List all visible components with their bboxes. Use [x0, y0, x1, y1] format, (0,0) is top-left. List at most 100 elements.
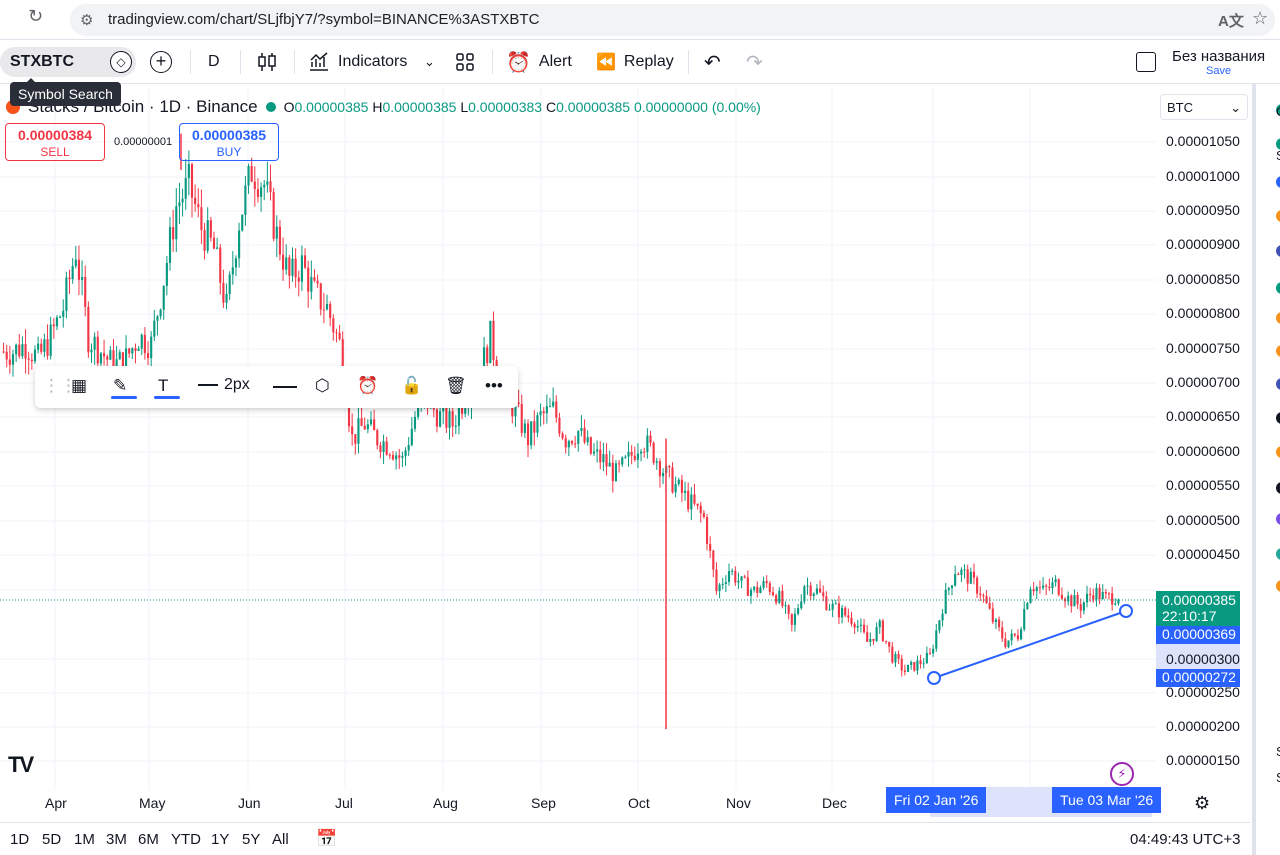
pencil-icon[interactable]: ✎ [113, 376, 128, 395]
candle [900, 658, 903, 671]
url-text[interactable]: tradingview.com/chart/SLjfbjY7/?symbol=B… [108, 11, 540, 28]
reload-icon[interactable]: ↻ [28, 6, 44, 26]
candle [530, 421, 533, 446]
tune-icon[interactable]: ⚙ [80, 12, 94, 29]
candle [454, 425, 457, 427]
drag-handle-icon[interactable]: ⋮⋮ [43, 376, 77, 395]
watchlist-label[interactable]: S [1276, 744, 1280, 759]
candle [756, 586, 759, 593]
candle [994, 619, 998, 622]
candle [363, 425, 366, 430]
replay-button[interactable]: ⏪ Replay [596, 48, 674, 76]
watchlist-symbol-icon[interactable] [1276, 412, 1280, 424]
candle [878, 620, 881, 628]
watchlist-symbol-icon[interactable] [1276, 138, 1280, 150]
alarm-clock-icon[interactable]: ⏰ [357, 376, 379, 395]
candle [888, 641, 891, 647]
candle [294, 258, 297, 278]
bottom-bar: 1D 5D 1M 3M 6M YTD 1Y 5Y All 📅 04:49:43 UTC+3 [0, 822, 1250, 855]
watchlist-symbol-icon[interactable] [1276, 312, 1280, 324]
star-icon[interactable]: ☆ [1252, 8, 1269, 28]
candle [982, 595, 985, 597]
range-button-3m[interactable]: 3M [106, 831, 127, 848]
lock-icon[interactable]: 🔓 [401, 376, 423, 395]
watchlist-symbol-icon[interactable] [1276, 345, 1280, 357]
candle [809, 585, 812, 596]
lightning-icon[interactable]: ⚡ [1110, 762, 1134, 786]
watchlist-symbol-icon[interactable] [1276, 513, 1280, 525]
undo-button[interactable]: ↶ [704, 48, 721, 76]
candle [335, 332, 338, 334]
indicators-dropdown[interactable]: ⌄ [424, 48, 435, 76]
watchlist-symbol-icon[interactable] [1276, 104, 1280, 116]
interval-button[interactable]: D [208, 48, 220, 76]
watchlist-label[interactable]: S [1276, 148, 1280, 163]
candle [71, 266, 74, 279]
bar-countdown: 22:10:17 [1162, 608, 1217, 624]
layout-button[interactable] [1136, 48, 1156, 76]
watchlist-symbol-icon[interactable] [1276, 580, 1280, 592]
watchlist-symbol-icon[interactable] [1276, 210, 1280, 222]
candle [1041, 585, 1045, 588]
range-button-5d[interactable]: 5D [42, 831, 62, 848]
indicators-button[interactable]: Indicators [308, 48, 407, 76]
watchlist-label[interactable]: C [1276, 104, 1280, 119]
candle [859, 624, 862, 626]
range-button-6m[interactable]: 6M [138, 831, 159, 848]
range-button-all[interactable]: All [272, 831, 289, 848]
candle [137, 348, 140, 352]
candle [520, 403, 523, 433]
line-width-button[interactable]: 2px [198, 376, 250, 394]
diamond-icon[interactable]: ◇ [110, 51, 132, 73]
chart-type-button[interactable] [256, 48, 278, 76]
range-button-5y[interactable]: 5Y [242, 831, 261, 848]
candle [1020, 629, 1023, 640]
alert-button[interactable]: ⏰ Alert [506, 48, 572, 76]
watchlist-symbol-icon[interactable] [1276, 282, 1280, 294]
more-icon[interactable]: ••• [485, 376, 503, 395]
range-button-1m[interactable]: 1M [74, 831, 95, 848]
trash-icon[interactable]: 🗑 [445, 376, 467, 395]
line-style-icon[interactable] [273, 386, 297, 388]
templates-button[interactable] [454, 48, 476, 76]
text-icon[interactable]: T [158, 376, 169, 395]
watchlist-symbol-icon[interactable] [1276, 378, 1280, 390]
candle [828, 609, 831, 611]
range-button-1y[interactable]: 1Y [211, 831, 230, 848]
watchlist-symbol-icon[interactable] [1276, 245, 1280, 257]
tradingview-logo[interactable]: TV [8, 752, 34, 777]
calendar-icon[interactable]: 📅 [316, 829, 338, 848]
sell-button[interactable]: 0.00000384 SELL [5, 123, 105, 161]
layout-name-button[interactable]: Без названия Save [1172, 48, 1265, 77]
currency-select[interactable]: BTC ⌄ [1160, 94, 1248, 120]
symbol-name[interactable]: STXBTC [10, 53, 74, 70]
symbol-search-button[interactable]: STXBTC ◇ [0, 47, 136, 77]
buy-button[interactable]: 0.00000385 BUY [179, 123, 279, 161]
candle [1073, 594, 1076, 607]
candle [1101, 591, 1104, 600]
watchlist-symbol-icon[interactable] [1276, 176, 1280, 188]
compare-button[interactable]: + [150, 48, 172, 76]
url-field[interactable]: ⚙ tradingview.com/chart/SLjfbjY7/?symbol… [70, 4, 1275, 36]
templates-icon[interactable]: ▦ [71, 376, 88, 395]
hexagon-icon[interactable]: ⬡ [315, 376, 330, 395]
alarm-clock-icon: ⏰ [506, 51, 531, 74]
watchlist-symbol-icon[interactable] [1276, 548, 1280, 560]
range-button-1d[interactable]: 1D [10, 831, 30, 848]
clock[interactable]: 04:49:43 UTC+3 [1130, 831, 1241, 848]
candle [753, 586, 756, 590]
watchlist-symbol-icon[interactable] [1276, 446, 1280, 458]
price-scale-label: 0.00000850 [1166, 271, 1240, 287]
candle [1060, 594, 1063, 599]
price-scale-label: 0.00000700 [1166, 374, 1240, 390]
candle [589, 437, 592, 454]
watchlist-symbol-icon[interactable] [1276, 482, 1280, 494]
range-button-ytd[interactable]: YTD [171, 831, 201, 848]
watchlist-label[interactable]: S [1276, 770, 1280, 785]
gear-icon[interactable]: ⚙ [1194, 793, 1211, 813]
translate-icon[interactable]: A文 [1218, 13, 1244, 30]
candle [702, 513, 705, 518]
alert-label: Alert [538, 53, 572, 70]
line-color-swatch [111, 396, 137, 399]
redo-button[interactable]: ↷ [746, 48, 763, 76]
